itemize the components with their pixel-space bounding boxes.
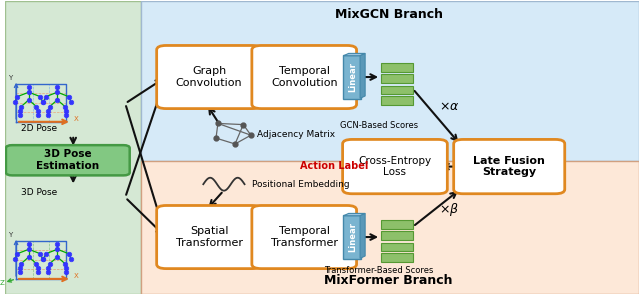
Text: Y: Y: [8, 75, 13, 81]
Text: Temporal
Transformer: Temporal Transformer: [271, 226, 338, 248]
FancyBboxPatch shape: [4, 1, 141, 294]
FancyBboxPatch shape: [381, 63, 413, 72]
FancyBboxPatch shape: [252, 206, 356, 269]
FancyBboxPatch shape: [157, 45, 261, 109]
Text: 3D Pose: 3D Pose: [21, 188, 58, 197]
Text: 2D Pose: 2D Pose: [21, 124, 58, 133]
Text: Y: Y: [8, 232, 13, 238]
FancyBboxPatch shape: [381, 96, 413, 105]
Polygon shape: [344, 53, 365, 56]
Text: X: X: [74, 273, 79, 279]
Text: Adjacency Matrix: Adjacency Matrix: [257, 130, 335, 139]
Polygon shape: [360, 53, 365, 98]
Text: Transformer-Based Scores: Transformer-Based Scores: [324, 266, 434, 275]
Text: Late Fusion
Strategy: Late Fusion Strategy: [473, 156, 545, 177]
FancyBboxPatch shape: [381, 74, 413, 83]
FancyBboxPatch shape: [381, 253, 413, 262]
Text: Spatial
Transformer: Spatial Transformer: [175, 226, 243, 248]
FancyBboxPatch shape: [252, 45, 356, 109]
Text: Graph
Convolution: Graph Convolution: [176, 66, 243, 88]
FancyBboxPatch shape: [6, 145, 130, 176]
Text: $\times\alpha$: $\times\alpha$: [438, 100, 459, 113]
Text: X: X: [74, 116, 79, 122]
FancyBboxPatch shape: [381, 242, 413, 251]
Text: Action Label: Action Label: [301, 161, 369, 171]
FancyBboxPatch shape: [381, 86, 413, 94]
Text: 3D Pose
Estimation: 3D Pose Estimation: [36, 149, 99, 171]
Text: Linear: Linear: [349, 62, 358, 92]
Text: MixFormer Branch: MixFormer Branch: [324, 274, 453, 287]
FancyBboxPatch shape: [381, 232, 413, 240]
Text: Cross-Entropy
Loss: Cross-Entropy Loss: [358, 156, 431, 177]
Text: GCN-Based Scores: GCN-Based Scores: [340, 121, 418, 130]
FancyBboxPatch shape: [141, 1, 639, 161]
FancyBboxPatch shape: [157, 206, 261, 269]
Text: MixGCN Branch: MixGCN Branch: [335, 8, 443, 21]
Text: Z: Z: [0, 280, 4, 286]
FancyBboxPatch shape: [454, 140, 564, 194]
FancyBboxPatch shape: [342, 140, 447, 194]
Polygon shape: [360, 213, 365, 258]
Text: Temporal
Convolution: Temporal Convolution: [271, 66, 337, 88]
Text: Linear: Linear: [349, 222, 358, 252]
FancyBboxPatch shape: [343, 55, 361, 99]
Polygon shape: [344, 213, 365, 216]
FancyBboxPatch shape: [343, 215, 361, 259]
FancyBboxPatch shape: [141, 161, 639, 294]
Text: $\times\beta$: $\times\beta$: [439, 201, 459, 218]
Text: Positional Embedding: Positional Embedding: [252, 180, 350, 189]
FancyBboxPatch shape: [381, 220, 413, 229]
